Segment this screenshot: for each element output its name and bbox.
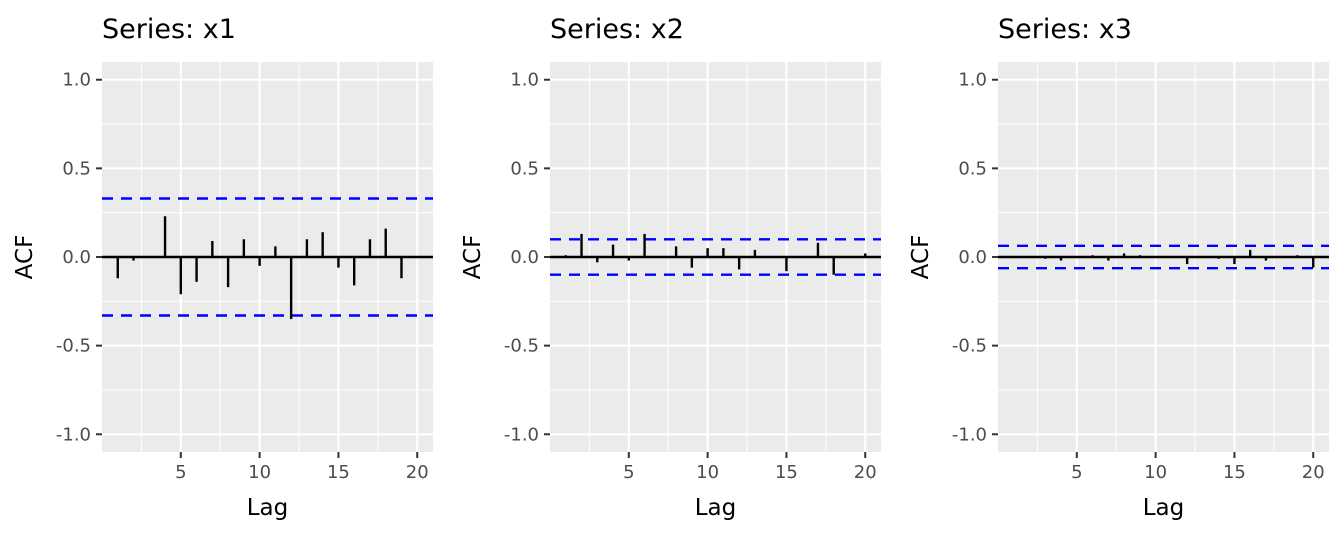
acf-panel-2: 1.0 0.5 0.0 -0.5 -1.0 5 10 15 20 Lag ACF Series: x2	[460, 14, 881, 521]
y-tick-label: 0.5	[510, 158, 539, 179]
plot-title: Series: x2	[550, 14, 684, 45]
y-tick-label: -1.0	[56, 424, 91, 445]
y-axis-title: ACF	[908, 235, 934, 280]
x-tick-label: 10	[1144, 462, 1167, 483]
y-axis-title: ACF	[12, 235, 38, 280]
x-tick-label: 15	[327, 462, 350, 483]
y-tick-label: 1.0	[510, 70, 539, 91]
acf-panel-3: 1.0 0.5 0.0 -0.5 -1.0 5 10 15 20 Lag ACF Series: x3	[908, 14, 1329, 521]
x-tick-label: 5	[1071, 462, 1082, 483]
y-tick-label: 0.0	[62, 247, 91, 268]
y-tick-label: 0.0	[510, 247, 539, 268]
plot-title: Series: x3	[998, 14, 1132, 45]
y-axis-title: ACF	[460, 235, 486, 280]
x-axis-title: Lag	[1143, 495, 1185, 521]
x-tick-label: 15	[1223, 462, 1246, 483]
y-tick-label: -0.5	[56, 336, 91, 357]
x-tick-label: 10	[696, 462, 719, 483]
y-tick-label: -1.0	[952, 424, 987, 445]
y-tick-label: 0.5	[62, 158, 91, 179]
y-tick-label: 1.0	[958, 70, 987, 91]
x-tick-label: 10	[248, 462, 271, 483]
y-tick-label: -1.0	[504, 424, 539, 445]
plot-title: Series: x1	[102, 14, 236, 45]
x-axis-title: Lag	[695, 495, 737, 521]
y-tick-label: 0.5	[958, 158, 987, 179]
x-tick-label: 15	[775, 462, 798, 483]
x-tick-label: 5	[175, 462, 186, 483]
x-tick-label: 20	[854, 462, 877, 483]
acf-panel-1: 1.0 0.5 0.0 -0.5 -1.0 5 10 15 20 Lag ACF Series: x1	[12, 14, 433, 521]
x-axis-title: Lag	[247, 495, 289, 521]
y-tick-label: -0.5	[504, 336, 539, 357]
y-tick-label: 0.0	[958, 247, 987, 268]
x-tick-label: 20	[1302, 462, 1325, 483]
x-tick-label: 5	[623, 462, 634, 483]
x-tick-label: 20	[406, 462, 429, 483]
y-tick-label: 1.0	[62, 70, 91, 91]
y-tick-label: -0.5	[952, 336, 987, 357]
